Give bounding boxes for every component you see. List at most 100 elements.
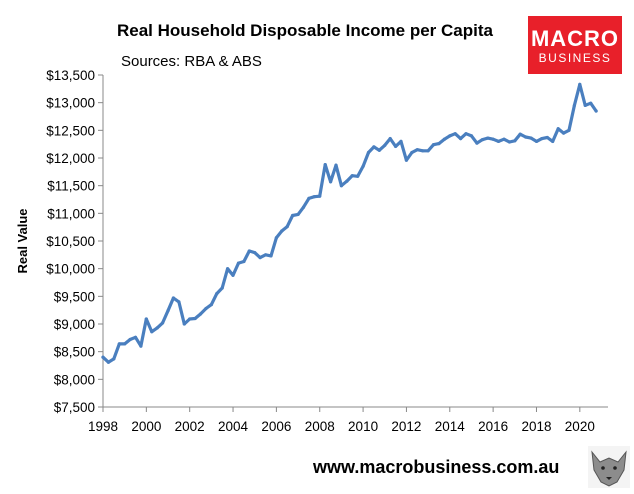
data-point [388,137,392,141]
data-point [204,306,208,311]
data-point [301,205,306,209]
x-tick-label: 2006 [261,419,291,434]
data-point [274,236,278,240]
data-point [469,134,474,138]
data-point [128,337,132,342]
data-point [480,138,484,142]
logo-line1: MACRO [531,26,619,51]
x-tick-label: 2014 [435,419,466,434]
data-point [404,158,408,162]
y-tick-label: $8,500 [54,345,95,360]
data-point [356,174,360,178]
data-point [106,360,110,364]
data-point [339,184,343,188]
data-point [269,254,273,258]
data-point [448,134,452,138]
data-point [507,140,511,144]
data-point [285,225,289,229]
logo-line2: BUSINESS [539,51,612,65]
data-point [410,150,414,155]
website-url: www.macrobusiness.com.au [312,457,559,477]
data-point [551,139,555,143]
y-tick-label: $9,000 [54,317,95,332]
data-point [123,342,127,346]
data-point [583,103,587,107]
data-point [117,342,121,346]
data-point [215,292,219,296]
data-point [112,357,116,361]
y-tick-label: $11,500 [47,179,95,194]
x-tick-label: 2002 [175,419,205,434]
x-ticks: 1998 2000 2002 2004 2006 2008 2010 2012 2014 2016… [88,407,595,434]
data-point [161,321,165,325]
data-point [534,139,539,143]
data-point [264,253,268,257]
y-tick-label: $13,000 [46,96,95,111]
data-point [291,213,295,218]
y-tick-label: $11,000 [47,206,95,221]
data-point [188,317,192,321]
y-axis-label: Real Value [15,208,30,273]
data-point [177,300,181,304]
data-point [323,163,327,167]
chart-title: Real Household Disposable Income per Cap… [117,21,494,40]
y-tick-label: $8,000 [54,372,95,387]
data-point [518,132,522,136]
data-point [220,286,224,290]
x-tick-label: 1998 [88,419,118,434]
data-point [350,174,354,178]
data-point [366,150,371,155]
data-point [242,259,246,264]
data-point [383,143,387,147]
data-point [280,229,284,233]
data-point [133,335,138,339]
data-point [545,135,549,140]
data-point [193,316,197,321]
data-point [247,249,251,253]
data-point [491,137,495,141]
x-tick-label: 2010 [348,419,378,434]
chart-subtitle: Sources: RBA & ABS [121,53,262,70]
data-point [562,131,566,135]
data-point [312,195,316,199]
data-point [101,355,105,359]
data-point [372,145,376,149]
data-point [431,143,436,147]
data-point [253,251,257,255]
x-tick-label: 2000 [131,419,161,434]
data-point [572,103,577,107]
x-tick-label: 2008 [305,419,335,434]
data-point [421,149,425,153]
data-point [529,136,533,140]
x-tick-label: 2018 [521,419,551,434]
y-tick-label: $12,000 [46,151,95,166]
data-point [578,82,582,86]
data-point [556,127,560,131]
data-point [334,163,338,167]
data-point [198,312,203,316]
data-point [437,142,441,146]
data-point [307,196,311,200]
data-point [155,326,159,330]
logo-background [528,16,622,74]
data-point [567,128,571,132]
data-point [453,132,457,136]
data-point [394,144,398,148]
data-point [236,261,241,265]
wolf-head-icon [588,446,630,488]
data-point [258,256,262,260]
series-line [101,82,598,364]
data-point [166,309,170,313]
data-point [415,148,419,152]
data-point [150,330,154,334]
data-point [144,317,148,321]
y-tick-label: $13,500 [46,68,95,83]
x-tick-label: 2004 [218,419,249,434]
data-point [540,137,544,141]
data-point [377,148,381,152]
data-point [524,135,528,139]
data-point [475,141,479,145]
data-point [594,109,598,113]
data-point [459,137,463,141]
